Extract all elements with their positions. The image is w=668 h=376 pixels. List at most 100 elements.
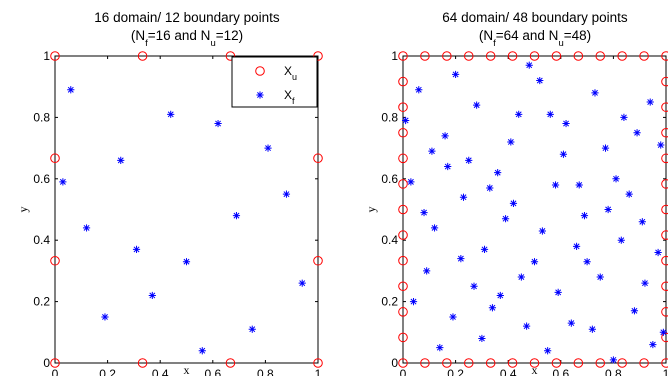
domain-point-marker (198, 347, 206, 355)
domain-point-marker (509, 199, 518, 207)
domain-point-marker (538, 227, 546, 235)
legend-label-main: X (284, 88, 292, 102)
domain-point-marker (132, 245, 141, 254)
boundary-point-marker (420, 358, 430, 368)
domain-point-marker (428, 147, 436, 155)
domain-point-marker (530, 258, 539, 266)
y-tick-label: 0.4 (33, 233, 50, 247)
chart-panel-1: 16 domain/ 12 boundary points(Nf=16 and … (16, 10, 323, 376)
domain-point-marker (473, 101, 481, 109)
domain-point-marker (612, 175, 620, 183)
x-tick-label: 0.2 (447, 367, 464, 376)
boundary-point-marker (639, 51, 649, 61)
x-tick-label: 1 (663, 367, 668, 376)
boundary-point-marker (313, 153, 323, 164)
domain-point-marker (551, 181, 560, 189)
y-tick-label: 1 (43, 49, 50, 63)
domain-point-marker (478, 334, 486, 343)
domain-point-marker (264, 144, 272, 152)
domain-point-marker (625, 190, 633, 198)
domain-point-marker (572, 242, 581, 250)
boundary-point-marker (573, 358, 584, 368)
y-tick-label: 0.6 (381, 172, 398, 186)
domain-point-marker (507, 138, 515, 146)
boundary-point-marker (50, 255, 60, 266)
boundary-point-marker (398, 51, 408, 61)
boundary-point-marker (225, 51, 236, 61)
domain-point-marker (617, 236, 625, 244)
boundary-point-marker (661, 332, 668, 343)
y-tick-label: 0.2 (33, 295, 50, 309)
boundary-point-marker (398, 332, 408, 343)
boundary-point-marker (661, 204, 668, 215)
domain-point-marker (486, 184, 494, 192)
x-axis-label: x (532, 363, 538, 376)
domain-point-marker (546, 110, 554, 118)
boundary-point-marker (313, 51, 323, 61)
y-tick-label: 1 (391, 49, 398, 63)
domain-point-marker (554, 288, 562, 296)
domain-point-marker (559, 150, 568, 158)
boundary-point-marker (398, 281, 408, 292)
domain-point-marker (517, 273, 525, 281)
domain-point-marker (457, 255, 465, 263)
domain-point-marker (604, 205, 612, 214)
domain-point-marker (420, 208, 428, 217)
boundary-point-marker (639, 358, 649, 368)
boundary-point-marker (595, 358, 606, 368)
boundary-point-marker (661, 230, 668, 240)
domain-point-marker (298, 279, 306, 287)
subtitle-subscript: u (210, 38, 215, 49)
boundary-point-marker (661, 307, 668, 317)
domain-point-marker (436, 344, 444, 352)
y-tick-label: 0.6 (33, 172, 50, 186)
y-tick-label: 0 (391, 356, 398, 370)
boundary-point-marker (507, 51, 518, 61)
boundary-point-marker (661, 102, 668, 112)
boundary-point-marker (398, 307, 408, 317)
domain-point-marker (214, 119, 222, 128)
legend-label: Xf (284, 88, 295, 106)
boundary-point-marker (442, 358, 452, 368)
domain-point-marker (580, 212, 589, 220)
domain-point-marker (449, 313, 457, 321)
legend-marker-boundary (255, 66, 265, 76)
x-tick-label: 0.2 (99, 367, 116, 376)
boundary-point-marker (442, 51, 452, 61)
y-axis-label: y (364, 207, 378, 213)
boundary-point-marker (50, 153, 60, 164)
domain-point-marker (588, 325, 596, 333)
boundary-point-marker (661, 76, 668, 87)
boundary-point-marker (225, 358, 236, 368)
domain-point-marker (562, 119, 570, 128)
legend-label-main: X (284, 64, 292, 78)
boundary-point-marker (617, 51, 627, 61)
domain-point-marker (515, 110, 523, 118)
domain-point-marker (282, 190, 291, 198)
domain-point-marker (583, 258, 591, 266)
domain-point-marker (459, 193, 468, 201)
subtitle-part: (N (131, 28, 145, 43)
boundary-point-marker (398, 127, 408, 138)
boundary-point-marker (485, 51, 496, 61)
x-tick-label: 1 (315, 367, 322, 376)
domain-point-marker (430, 224, 439, 232)
boundary-point-marker (661, 153, 668, 164)
domain-point-marker (488, 304, 497, 312)
y-tick-label: 0.8 (33, 110, 50, 124)
y-tick-label: 0.2 (381, 295, 398, 309)
subtitle-part: (N (479, 28, 493, 43)
boundary-point-marker (507, 358, 518, 368)
subtitle-part: =64 and N (496, 28, 559, 43)
boundary-point-marker (463, 358, 474, 368)
x-tick-label: 0.4 (500, 367, 517, 376)
domain-point-marker (452, 70, 460, 79)
subtitle-part: =12) (216, 28, 243, 43)
boundary-point-marker (313, 255, 323, 266)
domain-point-marker (232, 212, 241, 220)
x-axis-label: x (184, 363, 190, 376)
boundary-point-marker (398, 230, 408, 240)
y-tick-label: 0 (43, 356, 50, 370)
boundary-point-marker (661, 281, 668, 292)
domain-point-marker (591, 89, 599, 97)
